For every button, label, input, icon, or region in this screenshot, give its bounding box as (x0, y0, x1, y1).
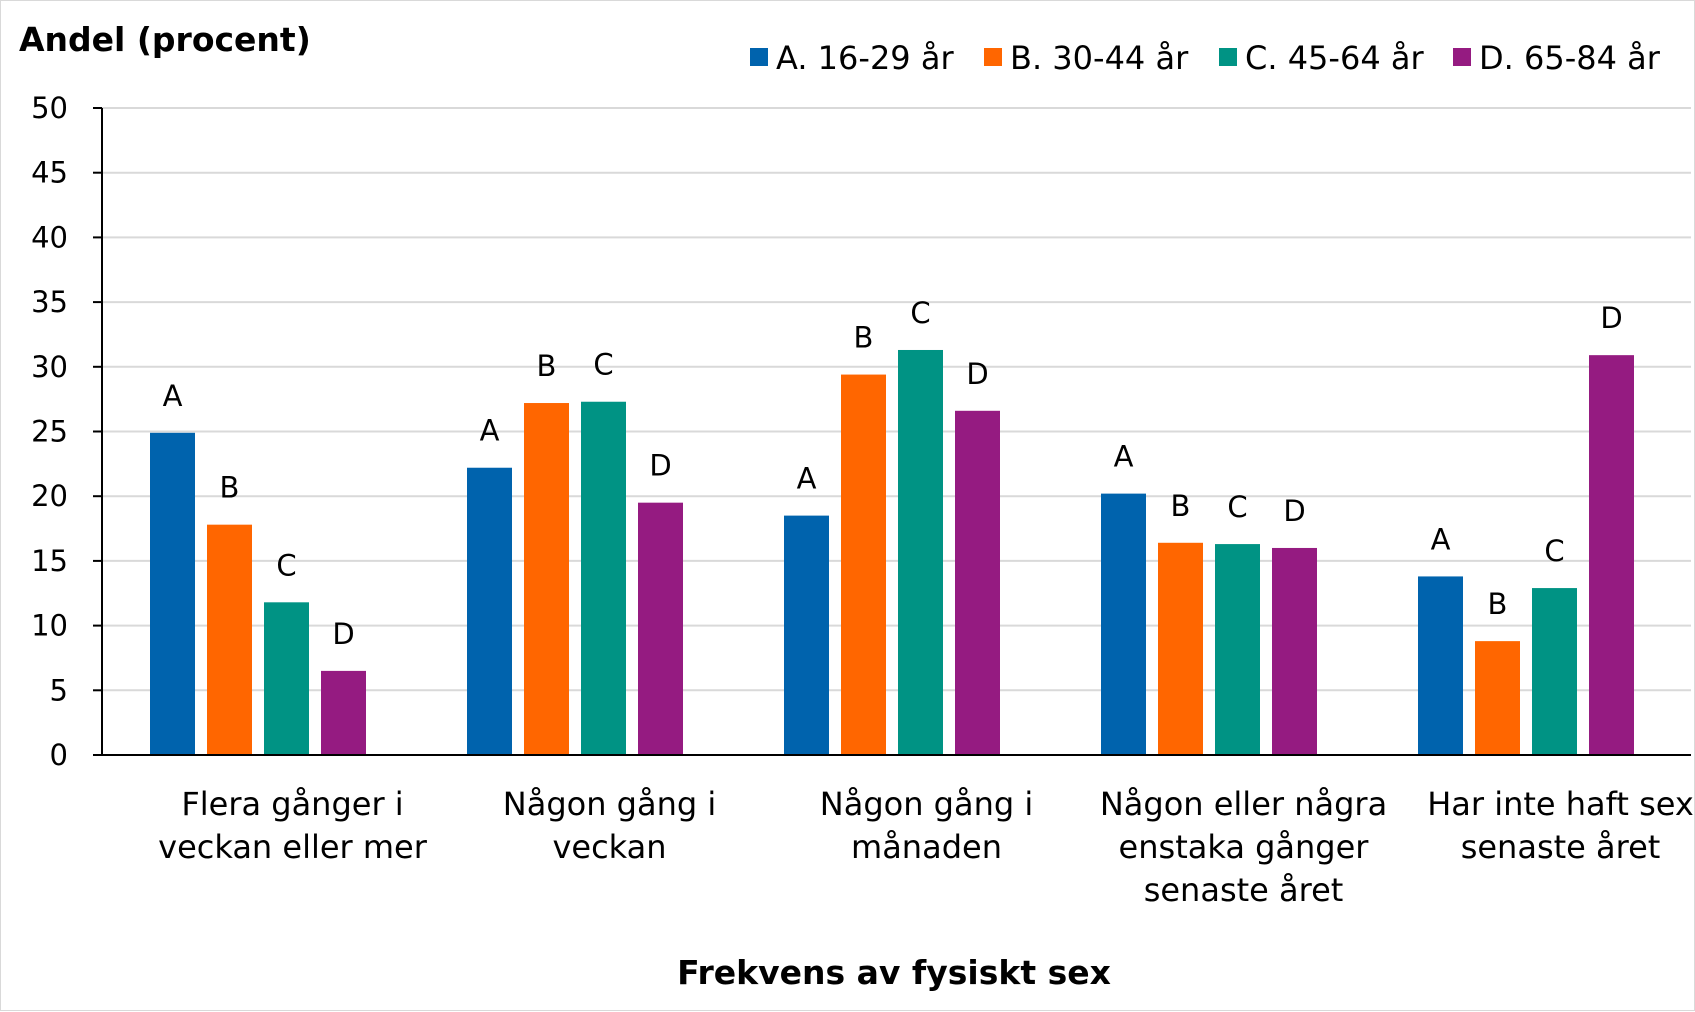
y-tick-label: 30 (31, 350, 68, 384)
bar-label: D (1600, 301, 1622, 335)
bar-label: B (1171, 489, 1191, 523)
gridlines (102, 107, 1691, 692)
legend-swatch (1219, 48, 1237, 66)
bar (150, 432, 195, 755)
x-category-label: Flera gånger i veckan eller mer (158, 785, 428, 866)
x-category-label: Har inte haft sex senaste året (1427, 785, 1694, 866)
x-category-label-line: Har inte haft sex (1427, 785, 1694, 823)
bar (1215, 544, 1260, 755)
bar-label: A (480, 414, 500, 448)
bar-label: B (854, 321, 874, 355)
bar-label: C (593, 348, 613, 382)
bar-label: D (1283, 494, 1305, 528)
x-category-label-line: Någon eller några (1100, 785, 1387, 823)
bars (150, 349, 1634, 755)
x-category-label-line: Någon gång i (820, 785, 1033, 823)
bar (1532, 588, 1577, 755)
legend-label: D. 65-84 år (1479, 39, 1661, 77)
x-category-label-line: senaste året (1144, 871, 1344, 909)
x-category-label-line: senaste året (1461, 828, 1661, 866)
y-tick-label: 0 (50, 738, 68, 772)
bar (1475, 641, 1520, 755)
bar-labels: A B C D A B C D A B C D A B C D A B C D (163, 296, 1623, 651)
bar (841, 374, 886, 755)
bar-label: C (276, 548, 296, 582)
bar (321, 670, 366, 755)
bar-label: A (797, 462, 817, 496)
bar-label: A (1114, 440, 1134, 474)
bar-label: A (163, 379, 183, 413)
bar-label: D (966, 357, 988, 391)
legend: A. 16-29 år B. 30-44 år C. 45-64 år D. 65-8… (750, 39, 1661, 77)
y-tick-label: 50 (31, 91, 68, 125)
bar-label: B (537, 349, 557, 383)
bar (955, 410, 1000, 755)
bar-label: B (1488, 587, 1508, 621)
y-tick-label: 45 (31, 156, 68, 190)
y-tick-label: 10 (31, 609, 68, 643)
legend-label: C. 45-64 år (1245, 39, 1424, 77)
bar (1101, 493, 1146, 755)
legend-swatch (1453, 48, 1471, 66)
y-tick-label: 20 (31, 479, 68, 513)
bar-label: D (332, 617, 354, 651)
bar (1272, 547, 1317, 755)
x-category-label-line: enstaka gånger (1119, 828, 1370, 866)
bar-label: D (649, 449, 671, 483)
y-axis-title: Andel (procent) (19, 20, 311, 59)
legend-swatch (750, 48, 768, 66)
bar-label: A (1431, 522, 1451, 556)
bar (524, 403, 569, 755)
x-category-label-line: månaden (851, 828, 1002, 866)
bar (1418, 576, 1463, 755)
x-category-label: Någon gång i månaden (820, 785, 1033, 866)
x-axis-categories: Flera gånger i veckan eller mer Någon gång… (158, 785, 1694, 909)
bar (638, 502, 683, 755)
y-tick-label: 35 (31, 285, 68, 319)
x-category-label-line: veckan (552, 828, 666, 866)
y-tick-label: 25 (31, 415, 68, 449)
bar-label: C (1544, 534, 1564, 568)
bar (264, 602, 309, 755)
legend-label: A. 16-29 år (776, 39, 954, 77)
bar (207, 524, 252, 755)
x-axis-title: Frekvens av fysiskt sex (677, 953, 1111, 992)
x-category-label-line: veckan eller mer (158, 828, 428, 866)
legend-swatch (984, 48, 1002, 66)
x-category-label: Någon eller några enstaka gånger senaste å… (1100, 785, 1387, 909)
bar-label: C (910, 296, 930, 330)
bar (581, 401, 626, 755)
y-tick-label: 15 (31, 544, 68, 578)
bar (1158, 542, 1203, 755)
x-category-label-line: Någon gång i (503, 785, 716, 823)
y-axis-ticks: 0 5 10 15 20 25 30 35 40 45 50 (31, 91, 102, 772)
y-tick-label: 40 (31, 220, 68, 254)
bar (784, 515, 829, 755)
bar-label: B (220, 471, 240, 505)
x-category-label: Någon gång i veckan (503, 785, 716, 866)
x-category-label-line: Flera gånger i (181, 785, 403, 823)
bar (467, 467, 512, 755)
legend-label: B. 30-44 år (1010, 39, 1189, 77)
y-tick-label: 5 (50, 673, 68, 707)
bar (1589, 355, 1634, 755)
bar-label: C (1227, 490, 1247, 524)
bar (898, 349, 943, 755)
